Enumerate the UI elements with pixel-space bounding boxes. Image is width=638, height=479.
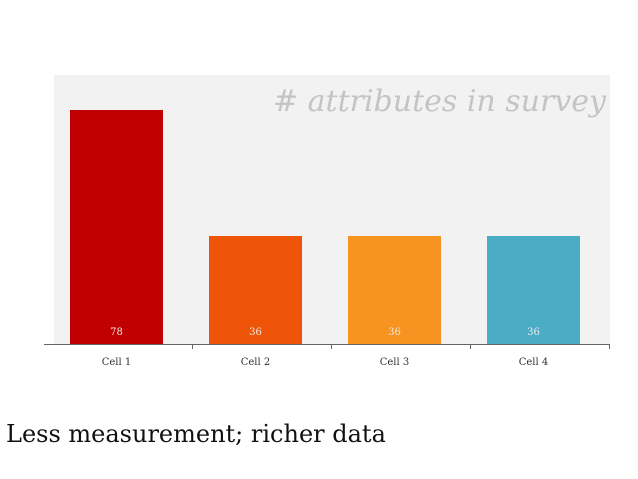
bar-chart-svg: # attributes in survey 78 36 36 36 Cell 1 Ce… <box>44 75 610 368</box>
bar-value-label-2: 36 <box>249 327 262 338</box>
caption-text: Less measurement; richer data <box>6 420 386 448</box>
bar-3 <box>348 236 441 344</box>
bar-1 <box>70 110 163 344</box>
x-ticks-group <box>192 344 610 349</box>
bar-value-label-3: 36 <box>388 327 401 338</box>
bar-value-label-4: 36 <box>527 327 540 338</box>
x-tick-label-3: Cell 3 <box>380 357 410 368</box>
bar-value-label-1: 78 <box>110 327 123 338</box>
x-tick-label-1: Cell 1 <box>102 357 132 368</box>
chart: # attributes in survey 78 36 36 36 Cell 1 Ce… <box>44 75 610 368</box>
chart-title: # attributes in survey <box>273 84 607 119</box>
value-labels-group: 78 36 36 36 <box>110 327 540 338</box>
x-tick-label-4: Cell 4 <box>519 357 549 368</box>
x-tick-labels-group: Cell 1 Cell 2 Cell 3 Cell 4 <box>102 357 549 368</box>
bar-4 <box>487 236 580 344</box>
x-tick-label-2: Cell 2 <box>241 357 271 368</box>
bars-group <box>70 110 580 344</box>
bar-2 <box>209 236 302 344</box>
